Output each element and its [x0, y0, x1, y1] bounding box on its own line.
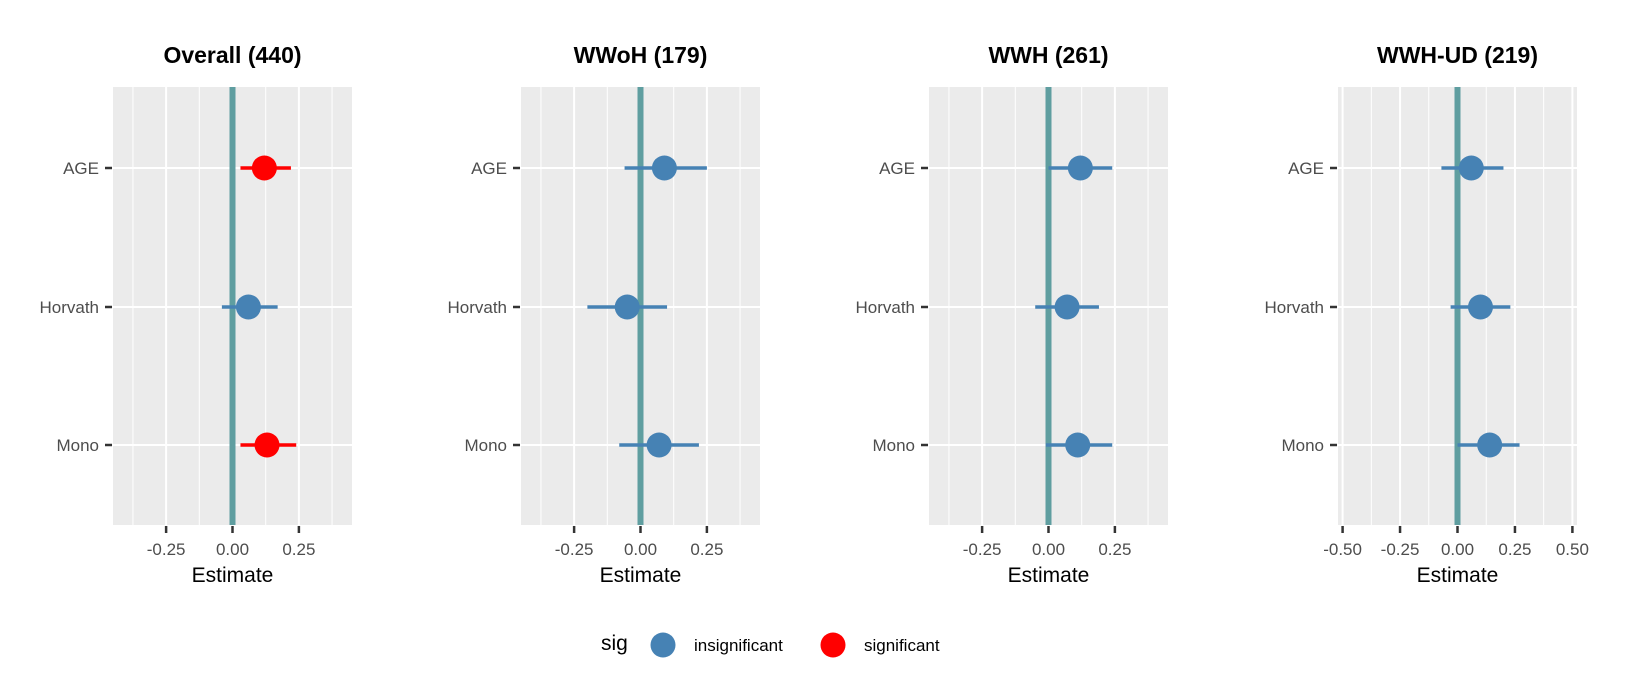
y-tick-label: Horvath [447, 298, 507, 317]
estimate-point [614, 294, 640, 320]
x-tick-label: 0.00 [1032, 540, 1065, 559]
y-tick-label: AGE [471, 159, 507, 178]
panel-title: Overall (440) [163, 42, 301, 68]
estimate-point [235, 294, 261, 320]
y-tick-label: AGE [1288, 159, 1324, 178]
x-tick-label: 0.00 [624, 540, 657, 559]
legend-label: significant [864, 636, 940, 655]
x-tick-label: 0.50 [1556, 540, 1589, 559]
forest-panel: WWH (261) AGE Horvath Mono -0.25 0.00 0.25 Esti… [855, 42, 1168, 587]
estimate-point [646, 432, 672, 458]
x-tick-label: 0.25 [282, 540, 315, 559]
estimate-point [1467, 294, 1493, 320]
forest-panel: WWoH (179) AGE Horvath Mono -0.25 0.00 0.25 Est… [447, 42, 760, 587]
y-tick-label: Mono [464, 436, 507, 455]
estimate-point [254, 432, 280, 458]
y-tick-label: Mono [56, 436, 99, 455]
forest-panel: WWH-UD (219) AGE Horvath Mono -0.50 -0.25 0.00… [1264, 42, 1588, 587]
y-tick-label: Horvath [1264, 298, 1324, 317]
y-tick-label: AGE [63, 159, 99, 178]
x-tick-label: -0.25 [555, 540, 594, 559]
x-tick-label: 0.00 [216, 540, 249, 559]
x-axis-title: Estimate [1008, 564, 1090, 587]
y-tick-label: AGE [879, 159, 915, 178]
panel-title: WWH (261) [988, 42, 1108, 68]
y-tick-label: Horvath [855, 298, 915, 317]
x-tick-label: -0.25 [963, 540, 1002, 559]
x-tick-label: -0.25 [1381, 540, 1420, 559]
y-tick-label: Mono [872, 436, 915, 455]
x-axis-title: Estimate [1417, 564, 1499, 587]
y-tick-label: Mono [1281, 436, 1324, 455]
x-tick-label: -0.25 [147, 540, 186, 559]
estimate-point [651, 155, 677, 181]
legend: sig insignificant significant [601, 628, 940, 662]
forest-panel: Overall (440) AGE Horvath Mono -0.25 0.00 0.25… [39, 42, 352, 587]
estimate-point [1067, 155, 1093, 181]
estimate-point [251, 155, 277, 181]
x-tick-label: 0.25 [1098, 540, 1131, 559]
legend-label: insignificant [694, 636, 783, 655]
estimate-point [1477, 432, 1503, 458]
legend-key-point [650, 632, 676, 658]
x-tick-label: 0.25 [1498, 540, 1531, 559]
x-tick-label: -0.50 [1323, 540, 1362, 559]
estimate-point [1065, 432, 1091, 458]
x-tick-label: 0.25 [690, 540, 723, 559]
legend-title: sig [601, 632, 628, 655]
estimate-point [1054, 294, 1080, 320]
x-axis-title: Estimate [600, 564, 682, 587]
x-axis-title: Estimate [192, 564, 274, 587]
y-tick-label: Horvath [39, 298, 99, 317]
legend-key-point [820, 632, 846, 658]
estimate-point [1458, 155, 1484, 181]
x-tick-label: 0.00 [1441, 540, 1474, 559]
panel-title: WWoH (179) [574, 42, 708, 68]
panel-title: WWH-UD (219) [1377, 42, 1538, 68]
